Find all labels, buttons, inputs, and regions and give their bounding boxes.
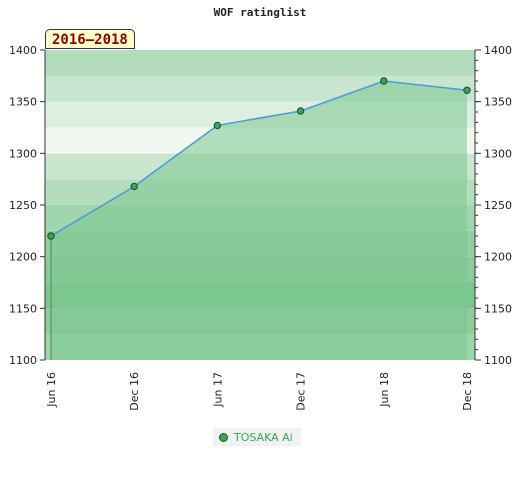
chart-title: WOF ratinglist — [213, 6, 307, 19]
data-point — [463, 86, 471, 95]
y-tick-label-right: 1400 — [484, 44, 512, 57]
x-tick-label: Jun 18 — [378, 372, 391, 408]
y-tick-label-left: 1150 — [9, 302, 37, 315]
axes — [40, 49, 481, 361]
data-marks — [47, 77, 471, 240]
y-tick-label-right: 1200 — [484, 251, 512, 264]
y-tick-label-right: 1150 — [484, 302, 512, 315]
y-tick-label-left: 1100 — [9, 354, 37, 367]
y-tick-label-left: 1250 — [9, 199, 37, 212]
data-point — [380, 77, 388, 85]
y-tick-label-left: 1350 — [9, 96, 37, 109]
data-point — [213, 121, 222, 130]
data-point — [130, 182, 138, 191]
x-tick-label: Dec 16 — [128, 372, 141, 411]
tick-labels: 1100 1100 1150 1150 1200 1200 1250 1250 1300 1300… — [9, 44, 512, 411]
y-tick-label-right: 1250 — [484, 199, 512, 212]
x-tick-label: Jun 16 — [45, 372, 58, 408]
y-tick-label-right: 1350 — [484, 96, 512, 109]
x-tick-label: Dec 18 — [461, 372, 474, 411]
background-band — [45, 50, 475, 76]
x-tick-label: Jun 17 — [211, 372, 224, 408]
data-point — [47, 232, 55, 240]
legend-label: TOSAKA Ai — [234, 430, 293, 444]
y-tick-label-right: 1100 — [484, 354, 512, 367]
series-line — [50, 80, 468, 237]
x-tick-label: Dec 17 — [295, 372, 308, 411]
y-tick-label-left: 1200 — [9, 251, 37, 264]
y-tick-label-right: 1300 — [484, 147, 512, 160]
y-tick-label-left: 1300 — [9, 147, 37, 160]
series-area — [51, 81, 467, 360]
legend-marker-icon — [219, 432, 228, 442]
legend[interactable]: TOSAKA Ai — [213, 428, 301, 446]
area-fill-group — [50, 80, 468, 360]
y-tick-label-left: 1400 — [9, 44, 37, 57]
period-badge: 2016–2018 — [45, 29, 135, 49]
data-point — [296, 107, 305, 115]
